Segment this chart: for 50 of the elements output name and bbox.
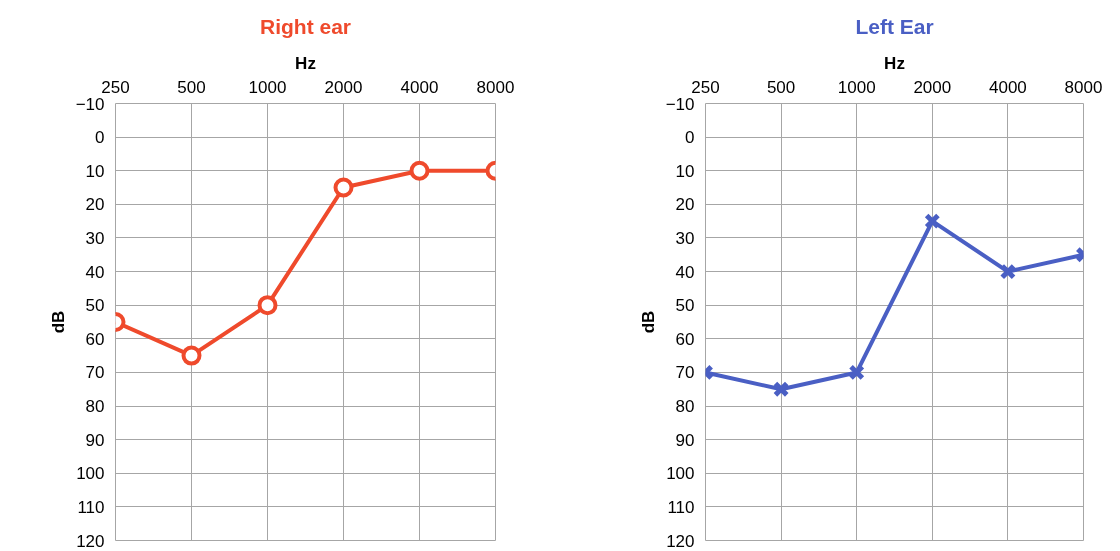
- x-tick-label: 500: [766, 77, 796, 97]
- y-tick-label: 110: [77, 497, 105, 517]
- y-tick-label: 0: [95, 128, 105, 148]
- x-tick-label: 250: [691, 77, 720, 97]
- y-tick-label: 70: [675, 363, 695, 383]
- y-tick-label: 120: [666, 531, 695, 551]
- y-tick-label: 20: [675, 195, 695, 215]
- point: [848, 364, 865, 381]
- x-tick-label: 2000: [913, 77, 952, 97]
- y-tick-label: −10: [75, 94, 105, 114]
- chart-title: Left Ear: [855, 15, 934, 38]
- y-axis-title: dB: [48, 310, 68, 334]
- y-tick-label: 90: [675, 430, 695, 450]
- y-tick-label: 10: [85, 161, 105, 181]
- x-tick-label: 500: [177, 77, 206, 97]
- point: [257, 295, 278, 316]
- y-tick-label: 50: [85, 296, 105, 316]
- x-tick-label: 250: [101, 77, 130, 97]
- point: [333, 177, 354, 198]
- y-tick-label: 10: [675, 161, 695, 181]
- y-tick-label: 100: [666, 464, 695, 484]
- y-tick-label: 60: [675, 329, 695, 349]
- chart-title: Right ear: [259, 15, 352, 38]
- x-tick-label: 1000: [837, 77, 876, 97]
- y-tick-label: 80: [85, 397, 105, 417]
- y-tick-label: 30: [85, 228, 105, 248]
- y-tick-label: 70: [85, 363, 105, 383]
- y-axis-title: dB: [638, 310, 658, 334]
- x-tick-label: 4000: [400, 77, 439, 97]
- x-axis-title: Hz: [295, 53, 316, 73]
- x-tick-label: 2000: [324, 77, 363, 97]
- y-tick-label: 0: [685, 128, 695, 148]
- y-tick-label: 50: [675, 296, 695, 316]
- point: [924, 213, 941, 230]
- y-tick-label: 20: [85, 195, 105, 215]
- x-tick-label: 8000: [476, 77, 515, 97]
- y-tick-label: 60: [85, 329, 105, 349]
- y-tick-label: 30: [675, 228, 695, 248]
- y-tick-label: 40: [675, 262, 695, 282]
- y-tick-label: 90: [85, 430, 105, 450]
- y-tick-label: 110: [667, 497, 695, 517]
- x-tick-label: 4000: [988, 77, 1027, 97]
- y-tick-label: 120: [76, 531, 105, 551]
- y-tick-label: 40: [85, 262, 105, 282]
- y-tick-label: 80: [675, 397, 695, 417]
- y-tick-label: 100: [76, 464, 105, 484]
- y-tick-label: −10: [665, 94, 695, 114]
- x-tick-label: 8000: [1064, 77, 1103, 97]
- x-tick-label: 1000: [248, 77, 287, 97]
- x-axis-title: Hz: [884, 53, 905, 73]
